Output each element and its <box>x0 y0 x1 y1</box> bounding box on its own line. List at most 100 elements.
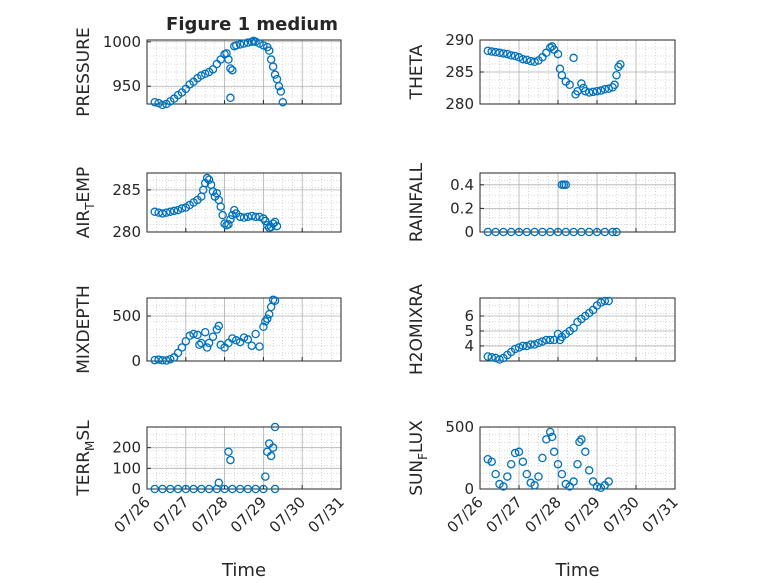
data-point <box>592 86 602 96</box>
data-point <box>239 333 249 342</box>
y-tick-label: 290 <box>445 31 474 49</box>
subplot-5: 456 H2OMIXRA <box>407 284 676 375</box>
data-point <box>259 322 268 332</box>
y-tick-label: 500 <box>445 418 474 436</box>
data-point <box>569 323 578 333</box>
figure-title: Figure 1 medium <box>166 14 338 35</box>
data-point <box>231 41 241 50</box>
y-axis-label: RAINFALL <box>407 162 427 242</box>
y-tick-label: 950 <box>112 77 141 95</box>
data-point <box>510 448 520 458</box>
data-point <box>549 447 559 457</box>
data-point <box>226 64 235 73</box>
data-point <box>547 432 557 442</box>
data-point <box>495 355 504 364</box>
data-point <box>264 309 274 319</box>
y-tick-label: 0.2 <box>450 199 474 217</box>
data-point <box>158 209 167 218</box>
data-point <box>268 443 278 452</box>
data-point <box>553 459 563 469</box>
data-point <box>604 84 613 93</box>
data-point <box>200 69 210 79</box>
data-point <box>518 341 528 351</box>
data-point <box>483 46 493 56</box>
data-point <box>202 173 212 183</box>
data-point <box>158 100 167 110</box>
subplot-0: 950 1000 PRESSURE <box>74 27 342 117</box>
y-tick-label: 280 <box>445 95 474 113</box>
data-point <box>193 330 202 340</box>
subplot-1: 280 285 290 THETA <box>407 31 676 113</box>
x-tick-label: 07/29 <box>561 493 604 536</box>
y-tick-label: 0 <box>464 223 474 241</box>
data-point <box>510 51 520 61</box>
axes-box <box>146 297 342 362</box>
data-point <box>592 482 602 491</box>
y-tick-label: 0 <box>131 480 141 498</box>
y-axis-label: THETA <box>407 44 427 100</box>
data-point <box>596 86 606 95</box>
data-point <box>503 49 512 59</box>
x-tick-label: 07/26 <box>111 493 154 536</box>
data-point <box>255 342 264 351</box>
y-tick-label: 280 <box>112 223 141 241</box>
data-point <box>204 175 214 184</box>
data-point <box>553 49 563 59</box>
data-point <box>239 39 249 48</box>
subplot-3: 0 0.2 0.4 RAINFALL <box>407 162 676 242</box>
data-point <box>581 447 590 457</box>
data-point <box>224 220 233 229</box>
data-point <box>522 55 532 65</box>
data-point <box>569 477 578 486</box>
data-point <box>226 215 235 224</box>
data-point <box>565 80 574 90</box>
data-point <box>600 296 610 306</box>
data-point <box>162 208 171 217</box>
data-point <box>569 53 578 63</box>
data-point <box>272 74 282 84</box>
data-point <box>218 210 227 220</box>
data-point <box>264 46 274 55</box>
data-point <box>224 55 233 64</box>
data-point <box>487 352 496 362</box>
y-axis-label: AIRTEMP <box>74 167 97 238</box>
data-point <box>506 459 516 469</box>
data-point <box>239 213 249 222</box>
data-point <box>534 338 543 348</box>
data-point <box>545 427 555 437</box>
data-point <box>577 79 586 88</box>
y-tick-label: 6 <box>464 307 474 325</box>
data-point <box>557 469 567 479</box>
data-point <box>202 343 212 352</box>
data-point <box>243 38 253 47</box>
data-point <box>266 55 276 64</box>
data-point <box>189 329 198 339</box>
data-point <box>584 466 594 475</box>
data-point <box>274 81 284 91</box>
data-point <box>612 227 621 237</box>
data-point <box>204 338 214 348</box>
data-point <box>276 87 286 96</box>
data-point <box>491 469 500 479</box>
data-point <box>573 459 582 469</box>
data-point <box>608 227 617 237</box>
data-point <box>270 484 280 494</box>
data-point <box>231 336 241 345</box>
x-tick-label: 07/27 <box>483 493 526 536</box>
y-tick-label: 200 <box>112 439 141 457</box>
data-point <box>263 314 272 323</box>
data-point <box>506 51 516 60</box>
subplot-4: 0 500 MIXDEPTH <box>74 285 342 374</box>
y-axis-label: TERRMSL <box>74 420 97 497</box>
x-tick-label: 07/28 <box>522 493 565 536</box>
x-tick-label: 07/31 <box>639 493 682 536</box>
data-point <box>251 212 260 222</box>
data-point <box>243 335 253 344</box>
data-point <box>266 451 276 461</box>
x-tick-label: 07/30 <box>600 493 643 536</box>
y-tick-label: 500 <box>112 307 141 325</box>
data-point <box>226 93 235 103</box>
data-point <box>538 453 547 463</box>
data-point <box>200 327 210 337</box>
